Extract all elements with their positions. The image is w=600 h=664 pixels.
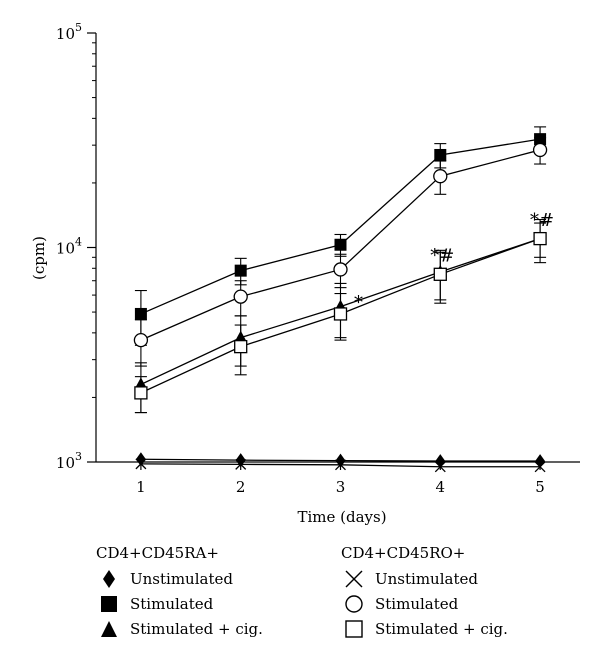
chart: 103 104 105 1 2 3 4 5 * *# *# (cpm) Time (days) [30,21,580,526]
open-circle-marker [133,332,149,348]
series-3 [135,458,546,473]
significance-annotation: *# [430,245,454,266]
significance-annotation: *# [530,210,554,231]
legend-item-ra-stimulated: Stimulated [96,591,263,616]
x-marker [135,458,147,470]
legend-ro: CD4+CD45RO+ Unstimulated Stimulated Stim… [341,542,508,641]
triangle-icon [101,620,117,637]
series-layer [133,126,548,473]
filled-square-marker [334,238,347,251]
legend-label: Unstimulated [375,569,478,588]
y-axis-label: (cpm) [30,236,48,280]
filled-square-marker [134,307,147,320]
x-marker-stroke [534,461,546,473]
diamond-marker [135,452,146,467]
legend-ra: CD4+CD45RA+ Unstimulated Stimulated Stim… [96,542,263,641]
axes: 103 104 105 1 2 3 4 5 [56,21,580,496]
filled-square-marker [434,148,447,161]
x-mark-icon [345,570,363,587]
filled-square-icon [101,595,117,612]
open-square-marker [433,267,447,281]
legend-item-ro-stimulated-cig: Stimulated + cig. [341,616,508,641]
x-tick-label: 4 [436,478,446,496]
x-marker-stroke [235,458,247,470]
x-marker-stroke [434,461,446,473]
open-circle-icon [345,594,363,613]
open-square-marker [134,386,148,400]
legend-label: Stimulated [130,594,214,613]
significance-annotation: * [354,293,363,314]
legend-title-ra: CD4+CD45RA+ [96,544,219,562]
x-marker [434,461,446,473]
legend-item-ra-stimulated-cig: Stimulated + cig. [96,616,263,641]
open-square-marker [333,307,348,321]
x-marker [335,459,346,471]
legend-title-ro: CD4+CD45RO+ [341,544,466,562]
x-axis-label: Time (days) [297,508,386,526]
x-marker [534,461,546,473]
legend-label: Unstimulated [130,569,233,588]
legend-item-ro-unstimulated: Unstimulated [341,566,508,591]
legend-label: Stimulated [375,594,459,613]
open-circle-marker [532,142,548,158]
x-tick-label: 1 [136,478,146,496]
y-tick-label: 105 [56,21,82,43]
open-square-marker [234,339,248,354]
x-marker-stroke [135,458,147,470]
x-tick-label: 2 [236,478,246,496]
open-circle-marker [433,169,448,184]
open-circle-marker [233,289,248,304]
legend-item-ra-unstimulated: Unstimulated [96,566,263,591]
series-4 [133,137,548,367]
open-square-marker [533,231,547,246]
diamond-icon [103,569,115,588]
x-tick-label: 3 [336,478,346,496]
diamond-marker [335,453,346,468]
annotations: * *# *# [354,210,554,313]
x-marker-stroke [335,459,346,471]
x-tick-label: 5 [535,478,545,496]
open-square-icon [345,619,363,638]
diamond-marker [235,453,246,468]
legend-item-ro-stimulated: Stimulated [341,591,508,616]
y-tick-label: 104 [56,236,82,258]
y-tick-label: 103 [56,450,82,472]
filled-square-marker [234,264,247,277]
series-5 [134,218,547,414]
x-marker [235,458,247,470]
legend-label: Stimulated + cig. [130,619,263,638]
open-circle-marker [333,262,348,277]
legend-label: Stimulated + cig. [375,619,508,638]
